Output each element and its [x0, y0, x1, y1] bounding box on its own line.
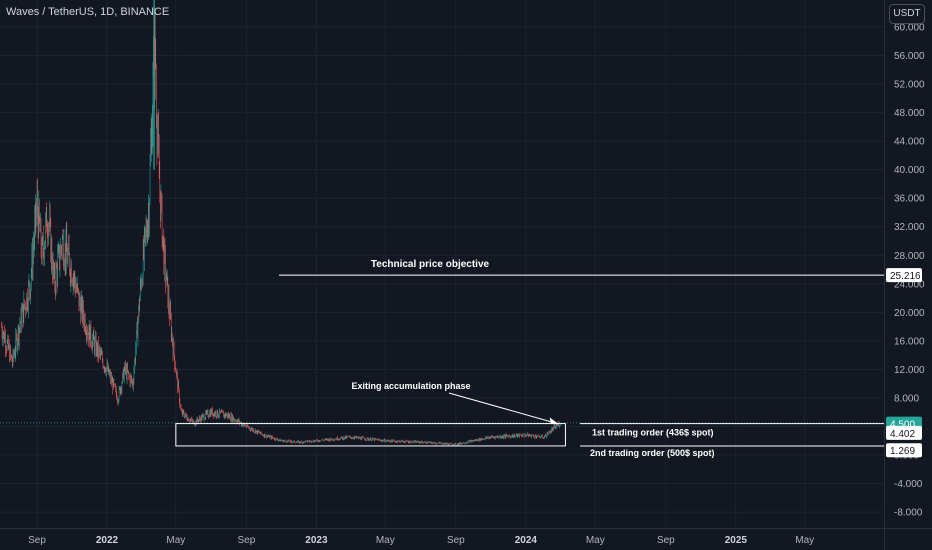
x-tick-label: Sep — [28, 535, 46, 546]
y-tick-label: -8.000 — [894, 508, 923, 519]
accumulation-box — [175, 423, 566, 447]
y-tick-label: 52.000 — [894, 80, 925, 91]
order-2-price-label-bg — [886, 443, 922, 458]
y-tick-label: 24.000 — [894, 279, 925, 290]
y-tick-label: 16.000 — [894, 336, 925, 347]
symbol-title: Waves / TetherUS, 1D, BINANCE — [6, 6, 170, 18]
y-tick-label: 32.000 — [894, 222, 925, 233]
y-tick-label: 12.000 — [894, 365, 925, 376]
x-tick-label: May — [376, 535, 395, 546]
x-tick-label: 2025 — [725, 535, 748, 546]
x-tick-label: Sep — [447, 535, 465, 546]
x-tick-label: 2024 — [515, 535, 538, 546]
order-1-price-label-bg — [886, 425, 922, 440]
x-tick-label: 2023 — [305, 535, 328, 546]
y-tick-label: 44.000 — [894, 137, 925, 148]
annotation-arrowhead — [549, 417, 559, 425]
objective-label: Technical price objective — [371, 259, 490, 270]
y-tick-label: 56.000 — [894, 51, 925, 62]
objective-price-label: 25.216 — [890, 271, 921, 282]
order-2-price-label: 1.269 — [890, 446, 915, 457]
x-tick-label: Sep — [657, 535, 675, 546]
x-tick-label: May — [795, 535, 814, 546]
x-tick-label: May — [166, 535, 185, 546]
y-tick-label: 28.000 — [894, 251, 925, 262]
y-tick-label: 40.000 — [894, 165, 925, 176]
currency-button[interactable]: USDT — [889, 4, 925, 24]
order-2-label: 2nd trading order (500$ spot) — [590, 448, 715, 458]
y-tick-label: 36.000 — [894, 194, 925, 205]
y-tick-label: 60.000 — [894, 23, 925, 34]
y-tick-label: 48.000 — [894, 108, 925, 119]
y-tick-label: 20.000 — [894, 308, 925, 319]
y-tick-label: -4.000 — [894, 479, 923, 490]
y-tick-label: 8.000 — [894, 393, 919, 404]
x-tick-label: Sep — [238, 535, 256, 546]
annotation-text: Exiting accumulation phase — [351, 381, 470, 391]
current-price-label: 4.500 — [890, 420, 915, 431]
annotation-arrow — [448, 392, 558, 425]
order-1-price-label: 4.402 — [890, 429, 915, 440]
objective-price-label-bg — [886, 268, 922, 283]
candlestick-series — [1, 5, 561, 447]
x-tick-label: May — [586, 535, 605, 546]
x-tick-label: 2022 — [96, 535, 119, 546]
order-1-label: 1st trading order (436$ spot) — [592, 428, 714, 438]
